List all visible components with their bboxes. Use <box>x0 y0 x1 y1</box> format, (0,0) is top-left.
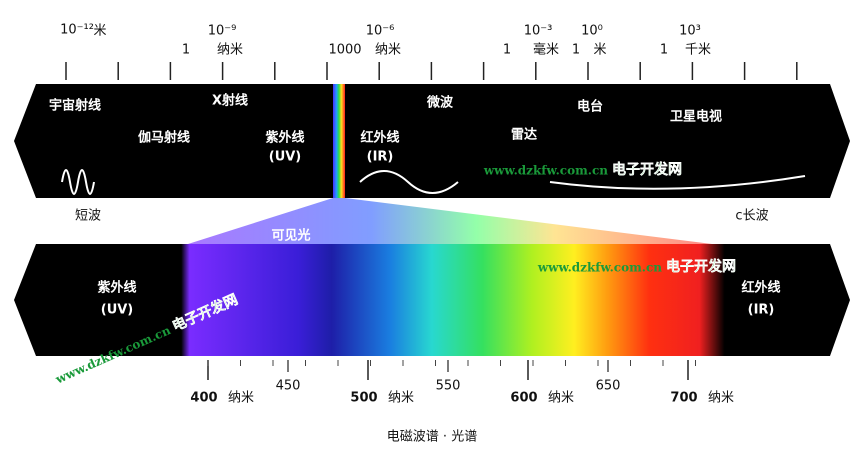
label: 米 <box>593 43 606 58</box>
label: 宇宙射线 <box>49 98 101 114</box>
label: 米 <box>93 24 106 39</box>
label: 1 <box>182 43 190 58</box>
label: 700 <box>670 391 697 406</box>
label: (IR) <box>748 303 775 318</box>
wave <box>359 170 459 194</box>
label: 450 <box>276 379 301 394</box>
label: 千米 <box>685 43 711 58</box>
label: 400 <box>190 391 217 406</box>
watermark: www.dzkfw.com.cn 电子开发网 <box>537 258 736 275</box>
label: X射线 <box>212 93 248 109</box>
em-band <box>14 84 850 198</box>
label: 600 <box>510 391 537 406</box>
label: 短波 <box>75 209 101 224</box>
label: 1 <box>572 43 580 58</box>
label: 纳米 <box>217 43 243 58</box>
label: (IR) <box>367 150 394 165</box>
label: (UV) <box>269 150 302 165</box>
label: 10⁰ <box>581 24 603 39</box>
watermark-name: 电子开发网 <box>612 161 682 178</box>
visible-strip <box>333 84 345 198</box>
label: 电台 <box>577 99 603 115</box>
wave <box>61 169 95 195</box>
label: c长波 <box>735 209 768 224</box>
label: 650 <box>596 379 621 394</box>
label: 红外线 <box>741 280 780 296</box>
label: 1000 <box>328 43 361 58</box>
label: 电磁波谱 · 光谱 <box>387 430 477 445</box>
label: 纳米 <box>228 391 254 406</box>
label: 1 <box>660 43 668 58</box>
label: 500 <box>350 391 377 406</box>
label: 纳米 <box>375 43 401 58</box>
watermark-url: www.dzkfw.com.cn <box>483 164 608 178</box>
label: 紫外线 <box>97 280 136 296</box>
wave <box>549 175 806 190</box>
label: (UV) <box>101 303 134 318</box>
watermark-url: www.dzkfw.com.cn <box>537 261 662 275</box>
label: 紫外线 <box>265 130 304 146</box>
label: 10⁻⁹ <box>208 24 237 39</box>
label: 10⁻³ <box>524 24 553 39</box>
label: 10⁻⁶ <box>366 24 395 39</box>
label: 雷达 <box>511 127 537 143</box>
label: 纳米 <box>388 391 414 406</box>
label: 伽马射线 <box>138 130 190 146</box>
label: 纳米 <box>708 391 734 406</box>
label: 微波 <box>426 95 454 111</box>
spectrum-band <box>14 244 850 356</box>
label: 卫星电视 <box>670 109 722 125</box>
label: 红外线 <box>360 130 399 146</box>
label: 550 <box>436 379 461 394</box>
label: 10³ <box>679 24 701 39</box>
label: 1 <box>503 43 511 58</box>
watermark-name: 电子开发网 <box>666 258 736 275</box>
label: 10⁻¹² <box>60 23 94 38</box>
label: 纳米 <box>548 391 574 406</box>
label: 毫米 <box>533 42 559 58</box>
label: 可见光 <box>271 228 310 244</box>
watermark: www.dzkfw.com.cn 电子开发网 <box>483 161 682 178</box>
light-beam <box>188 198 712 244</box>
